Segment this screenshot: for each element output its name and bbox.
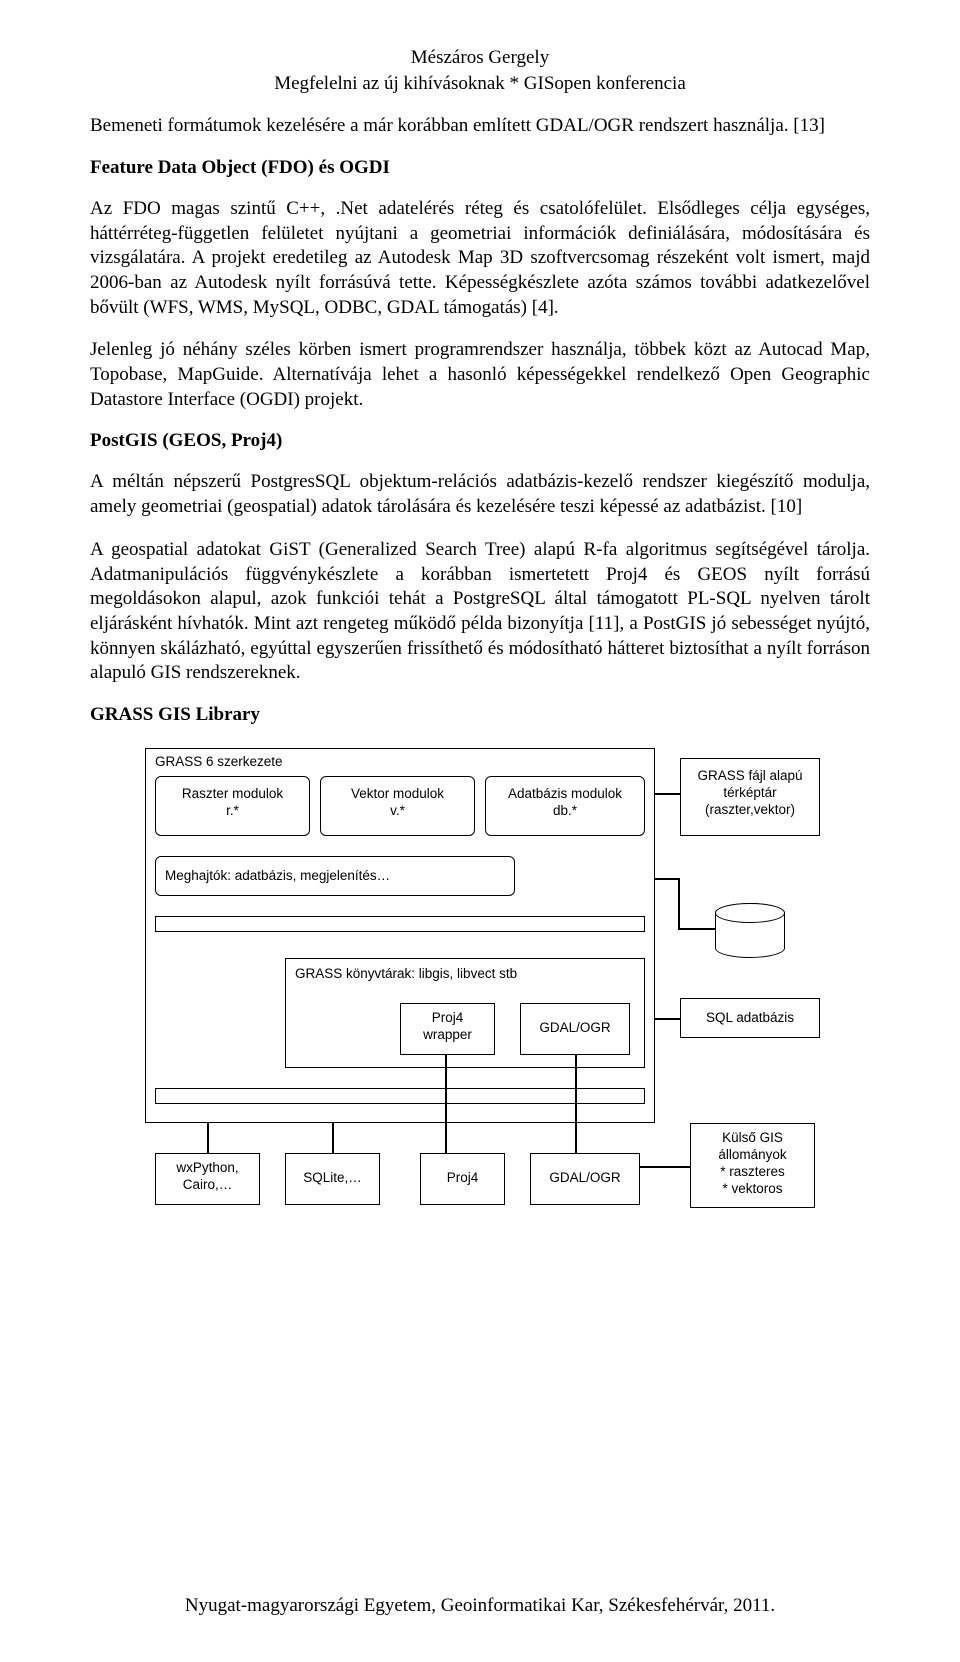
diagram-connector [640,1166,690,1168]
diagram-connector [678,878,680,928]
paragraph: Az FDO magas szintű C++, .Net adatelérés… [90,197,870,320]
header-author: Mészáros Gergely [90,45,870,71]
header-title: Megfelelni az új kihívásoknak * GISopen … [90,71,870,97]
diagram-connector [445,1055,447,1153]
text: db.* [553,803,577,818]
diagram-label: Raszter modulok r.* [155,786,310,820]
diagram-connector [575,1055,577,1153]
text: (raszter,vektor) [705,802,795,817]
diagram-bar [155,1088,645,1104]
diagram-connector [655,878,680,880]
paragraph: A méltán népszerű PostgresSQL objektum-r… [90,470,870,519]
text: * raszteres [720,1164,785,1179]
diagram-bar [155,916,645,932]
text: Vektor modulok [351,786,444,801]
diagram-label: SQLite,… [285,1170,380,1187]
paragraph: Jelenleg jó néhány széles körben ismert … [90,338,870,412]
diagram-label: Vektor modulok v.* [320,786,475,820]
text: állományok [718,1147,786,1162]
diagram-label: Adatbázis modulok db.* [485,786,645,820]
text: Külső GIS [722,1130,783,1145]
text: wxPython, [176,1160,238,1175]
diagram-label: Külső GIS állományok * raszteres * vekto… [690,1130,815,1198]
text: * vektoros [722,1181,782,1196]
text: Raszter modulok [182,786,283,801]
text: térképtár [723,785,776,800]
diagram-label: GRASS fájl alapú térképtár (raszter,vekt… [680,768,820,819]
text: Cairo,… [183,1177,233,1192]
heading-postgis: PostGIS (GEOS, Proj4) [90,430,870,452]
diagram-label: GRASS 6 szerkezete [155,754,325,771]
diagram-connector [332,1123,334,1153]
page-footer: Nyugat-magyarországi Egyetem, Geoinforma… [0,1595,960,1617]
text: Adatbázis modulok [508,786,622,801]
database-icon [715,903,785,958]
diagram-label: Proj4 wrapper [400,1010,495,1044]
paragraph: Bemeneti formátumok kezelésére a már kor… [90,114,870,139]
diagram-label: Meghajtók: adatbázis, megjelenítés… [165,868,505,885]
text: Proj4 [432,1010,464,1025]
grass-architecture-diagram: GRASS 6 szerkezete Raszter modulok r.* V… [125,748,835,1233]
diagram-label: GRASS könyvtárak: libgis, libvect stb [295,966,635,983]
diagram-label: GDAL/OGR [530,1170,640,1187]
paragraph: A geospatial adatokat GiST (Generalized … [90,538,870,686]
diagram-connector [655,793,680,795]
diagram-label: wxPython, Cairo,… [155,1160,260,1194]
heading-grass: GRASS GIS Library [90,704,870,726]
text: r.* [226,803,239,818]
diagram-label: SQL adatbázis [680,1010,820,1027]
text: v.* [390,803,405,818]
diagram-label: Proj4 [420,1170,505,1187]
page-header: Mészáros Gergely Megfelelni az új kihívá… [90,45,870,96]
diagram-connector [678,928,715,930]
diagram-connector [207,1123,209,1153]
text: wrapper [423,1027,472,1042]
text: GRASS fájl alapú [697,768,802,783]
diagram-label: GDAL/OGR [520,1020,630,1037]
heading-fdo: Feature Data Object (FDO) és OGDI [90,157,870,179]
diagram-connector [655,1018,680,1020]
